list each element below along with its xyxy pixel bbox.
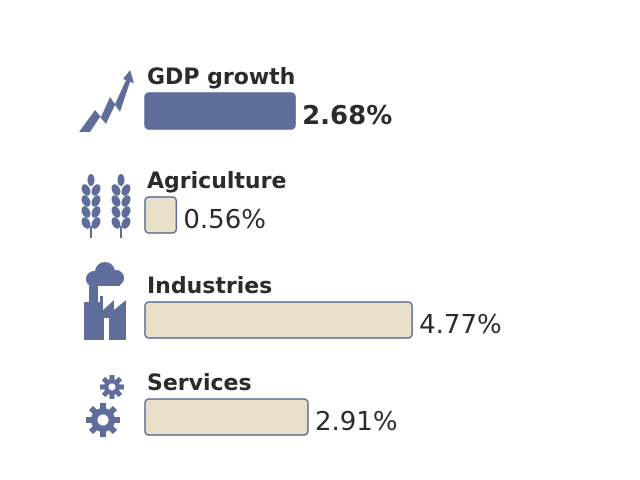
rising-arrow-icon: [79, 70, 134, 132]
value-label: 4.77%: [419, 310, 502, 340]
value-label: 0.56%: [183, 205, 266, 235]
category-label: Agriculture: [147, 169, 286, 194]
wheat-icon: [81, 174, 131, 238]
factory-icon: [84, 262, 126, 340]
value-label: 2.68%: [302, 101, 392, 131]
category-label: Services: [147, 371, 252, 396]
bar: [144, 398, 309, 436]
bar-rows: GDP growth 2.68% Agriculture 0.56% Industrie…: [144, 65, 502, 437]
category-label: GDP growth: [147, 65, 295, 90]
value-label: 2.91%: [315, 407, 398, 437]
category-label: Industries: [147, 274, 272, 299]
gears-icon: [86, 375, 124, 437]
bar: [144, 301, 413, 339]
bar: [144, 92, 296, 130]
bar: [144, 196, 178, 234]
